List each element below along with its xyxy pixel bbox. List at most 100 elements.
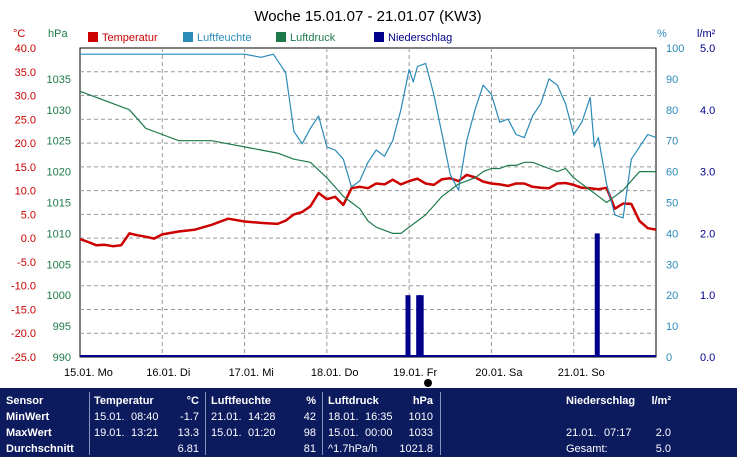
tick-label: -20.0 <box>11 328 36 340</box>
sensor-row-max: MaxWert <box>6 427 52 439</box>
luftdruck-max-time: 00:00 <box>365 427 393 439</box>
legend: Temperatur Luftfeuchte Luftdruck Niederschl… <box>88 32 452 44</box>
tick-label: 1005 <box>47 259 71 271</box>
separator <box>322 392 323 455</box>
legend-label: Luftdruck <box>290 32 336 44</box>
tick-label: 20.0 <box>15 138 36 150</box>
plot-area <box>79 47 657 358</box>
tick-label: 60 <box>666 167 678 179</box>
humidity-unit-label: % <box>657 28 667 40</box>
tick-label: 2.0 <box>700 228 715 240</box>
luftfeuchte-min-time: 14:28 <box>248 411 276 423</box>
temperatur-section: Temperatur °C 15.01. 08:40 -1.7 19.01. 1… <box>90 388 205 457</box>
tick-label: 1010 <box>47 228 71 240</box>
temperatur-min-date: 15.01. <box>94 411 125 423</box>
x-tick-label: 21.01. So <box>558 367 605 379</box>
x-tick-label: 17.01. Mi <box>229 367 274 379</box>
temperatur-max-date: 19.01. <box>94 427 125 439</box>
temperatur-min-value: -1.7 <box>180 411 199 423</box>
series-line-luftfeuchte <box>80 53 657 219</box>
tick-label: 70 <box>666 136 678 148</box>
sensor-row-min: MinWert <box>6 411 50 423</box>
tick-label: 35.0 <box>15 67 36 79</box>
luftfeuchte-min-date: 21.01. <box>211 411 242 423</box>
grid <box>79 47 657 358</box>
separator <box>205 392 206 455</box>
statistics-panel: Sensor MinWert MaxWert Durchschnitt Temp… <box>0 388 737 457</box>
tick-label: 90 <box>666 74 678 86</box>
weather-chart: Woche 15.01.07 - 21.01.07 (KW3) Temperat… <box>11 8 716 387</box>
tick-label: 1000 <box>47 290 71 302</box>
legend-swatch <box>374 32 384 42</box>
luftfeuchte-avg-value: 81 <box>303 443 316 455</box>
x-tick-label: 16.01. Di <box>146 367 190 379</box>
tick-label: 3.0 <box>700 167 715 179</box>
tick-label: 20 <box>666 290 678 302</box>
luftdruck-min-date: 18.01. <box>328 411 359 423</box>
legend-label: Luftfeuchte <box>197 32 251 44</box>
tick-label: 1030 <box>47 105 71 117</box>
niederschlag-total-value: 5.0 <box>655 443 671 455</box>
x-tick-label: 19.01. Fr <box>393 367 437 379</box>
legend-label: Temperatur <box>102 32 158 44</box>
temperatur-max-value: 13.3 <box>177 427 199 439</box>
tick-label: 15.0 <box>15 162 36 174</box>
niederschlag-max-time: 07:17 <box>604 427 632 439</box>
luftdruck-section: Luftdruck hPa 18.01. 16:35 1010 15.01. 0… <box>324 388 439 457</box>
tick-labels: 40.0 35.0 30.0 25.0 20.0 15.0 10.0 5.0 0.0 -5.0 -1… <box>11 43 715 379</box>
rain-bars <box>80 233 656 357</box>
luftfeuchte-header: Luftfeuchte <box>211 395 271 407</box>
luftdruck-unit: hPa <box>412 395 433 407</box>
tick-label: 10 <box>666 321 678 333</box>
temperatur-avg-value: 6.81 <box>177 443 199 455</box>
temperatur-unit: °C <box>186 395 199 407</box>
luftfeuchte-min-value: 42 <box>303 411 316 423</box>
x-tick-label: 20.01. Sa <box>475 367 523 379</box>
series-lines <box>79 53 657 248</box>
tick-label: 5.0 <box>700 43 715 55</box>
tick-label: 1020 <box>47 167 71 179</box>
tick-label: 1025 <box>47 136 71 148</box>
luftfeuchte-max-time: 01:20 <box>248 427 276 439</box>
rain-bar <box>405 295 411 357</box>
tick-label: 1015 <box>47 198 71 210</box>
tick-label: 0 <box>666 352 672 364</box>
luftfeuchte-max-date: 15.01. <box>211 427 242 439</box>
tick-label: 10.0 <box>15 186 36 198</box>
luftfeuchte-max-value: 98 <box>303 427 316 439</box>
luftdruck-header: Luftdruck <box>328 395 379 407</box>
pressure-unit-label: hPa <box>48 28 68 40</box>
legend-swatch <box>88 32 98 42</box>
tick-label: 100 <box>666 43 684 55</box>
luftdruck-min-value: 1010 <box>408 411 433 423</box>
tick-label: -15.0 <box>11 304 36 316</box>
luftdruck-min-time: 16:35 <box>365 411 393 423</box>
axis-units: °C hPa% l/m² <box>13 28 716 40</box>
temperatur-header: Temperatur <box>94 395 154 407</box>
separator <box>89 392 90 455</box>
luftfeuchte-section: Luftfeuchte % 21.01. 14:28 42 15.01. 01:… <box>207 388 322 457</box>
x-tick-label: 15.01. Mo <box>64 367 113 379</box>
tick-label: 1035 <box>47 74 71 86</box>
rain-bar <box>418 295 424 357</box>
legend-swatch <box>183 32 193 42</box>
niederschlag-total-label: Gesamt: <box>566 443 608 455</box>
sensor-header: Sensor <box>6 395 44 407</box>
temperatur-max-time: 13:21 <box>131 427 159 439</box>
chart-title: Woche 15.01.07 - 21.01.07 (KW3) <box>254 8 481 25</box>
tick-label: -25.0 <box>11 352 36 364</box>
tick-label: 0.0 <box>700 352 715 364</box>
series-line-luftdruck <box>79 90 656 234</box>
separator <box>440 392 441 455</box>
niederschlag-header: Niederschlag <box>566 395 636 407</box>
sensor-section: Sensor MinWert MaxWert Durchschnitt <box>0 388 88 457</box>
sensor-row-avg: Durchschnitt <box>6 443 74 455</box>
luftfeuchte-unit: % <box>306 395 316 407</box>
tick-label: 80 <box>666 105 678 117</box>
niederschlag-max-date: 21.01. <box>566 427 597 439</box>
tick-label: 995 <box>53 321 71 333</box>
legend-swatch <box>276 32 286 42</box>
tick-label: 0.0 <box>21 233 36 245</box>
day-marker-icon <box>424 379 432 387</box>
tick-label: -5.0 <box>17 257 36 269</box>
